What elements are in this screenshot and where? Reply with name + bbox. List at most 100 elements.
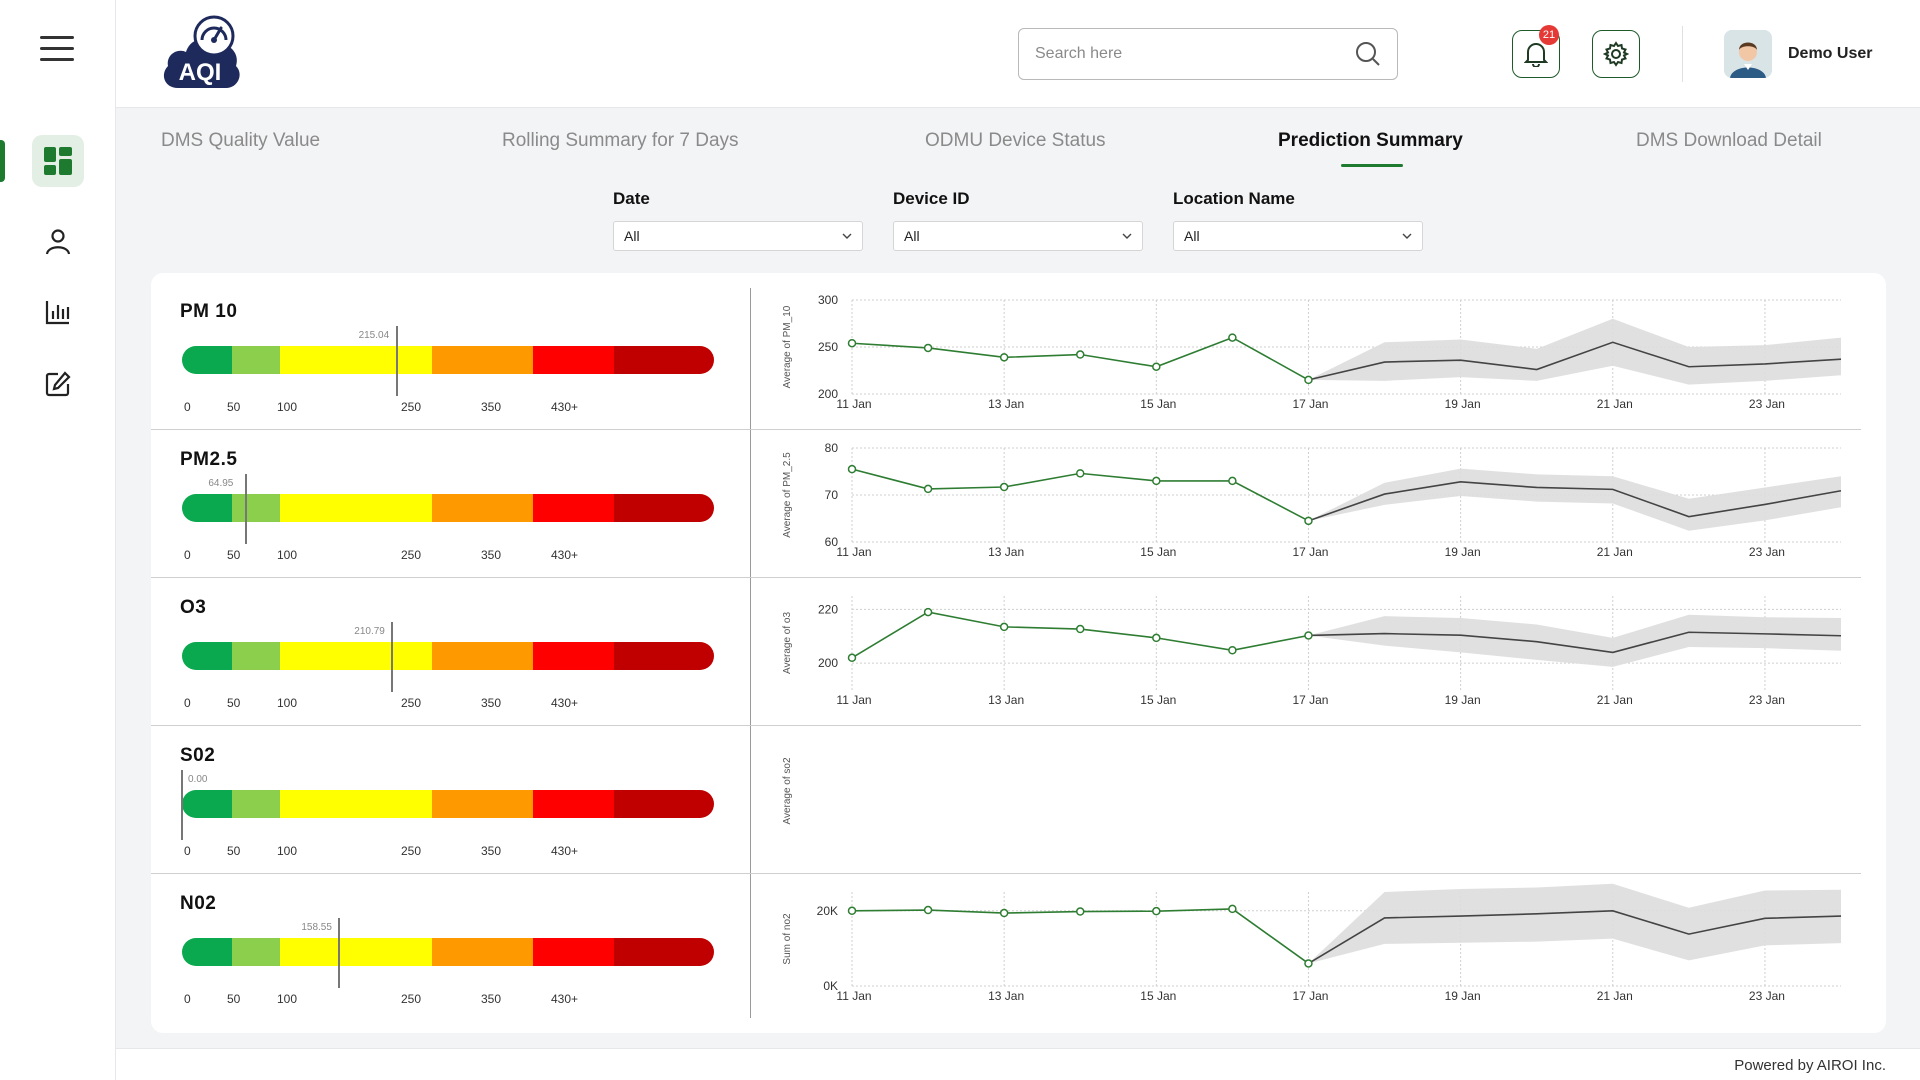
search-icon[interactable] <box>1355 41 1381 67</box>
actual-data-point <box>1152 362 1161 371</box>
gauge-segment <box>432 346 533 374</box>
x-tick-label: 17 Jan <box>1292 397 1328 411</box>
tab-rolling-summary[interactable]: Rolling Summary for 7 Days <box>502 130 739 151</box>
y-axis-title: Average of PM_2.5 <box>782 452 793 538</box>
gauge-needle <box>395 326 398 396</box>
gauge-segment <box>614 938 714 966</box>
search-input[interactable] <box>1035 45 1355 63</box>
x-tick-label: 17 Jan <box>1292 989 1328 1003</box>
gauge-tick-label: 250 <box>401 844 422 858</box>
gauge-segment <box>232 790 280 818</box>
actual-data-point <box>847 464 857 474</box>
edit-nav-button[interactable] <box>32 358 84 410</box>
y-tick-label: 200 <box>818 656 838 670</box>
date-filter-label: Date <box>613 189 650 208</box>
gauge-segment <box>182 938 232 966</box>
column-divider <box>750 288 751 1018</box>
gauge-segment <box>280 346 432 374</box>
x-tick-label: 19 Jan <box>1445 989 1481 1003</box>
actual-data-point <box>1228 476 1237 486</box>
x-tick-label: 23 Jan <box>1749 989 1785 1003</box>
search-box[interactable] <box>1018 28 1398 80</box>
gauge-segment <box>614 494 714 522</box>
aqi-logo[interactable]: AQI <box>160 14 244 90</box>
menu-icon[interactable] <box>40 36 74 64</box>
gauge-value-label: 158.55 <box>301 922 332 933</box>
prediction-line-chart: Sum of no2 11 Jan 13 Jan 15 Jan 17 Jan 19 Jan… <box>782 883 1842 1003</box>
gauge-value-label: 0.00 <box>188 774 208 785</box>
gauge-tick-label: 100 <box>277 696 298 710</box>
prediction-line-chart: Average of o3 11 Jan 13 Jan 15 Jan 17 Jan 19 … <box>782 596 1842 707</box>
notifications-button[interactable]: 21 <box>1512 25 1560 78</box>
x-tick-label: 21 Jan <box>1597 545 1633 559</box>
y-tick-label: 200 <box>818 387 838 401</box>
actual-data-point <box>999 908 1009 918</box>
tab-dms-download-detail[interactable]: DMS Download Detail <box>1636 130 1822 151</box>
gauge-tick-label: 250 <box>401 548 422 562</box>
actual-data-point <box>1152 906 1161 916</box>
date-filter-select[interactable]: All <box>613 221 863 251</box>
x-tick-label: 13 Jan <box>988 989 1024 1003</box>
actual-data-point <box>847 906 857 916</box>
gauge-tick-label: 350 <box>481 992 502 1006</box>
gauge-segment <box>232 938 280 966</box>
gauge-tick-label: 50 <box>227 696 241 710</box>
aqi-gauge-bar <box>182 938 714 966</box>
pollutant-name: S02 <box>180 745 216 766</box>
actual-data-point <box>1075 907 1085 916</box>
location-filter-select[interactable]: All <box>1173 221 1423 251</box>
gauge-segment <box>232 642 280 670</box>
device-filter-select[interactable]: All <box>893 221 1143 251</box>
pollutant-name: O3 <box>180 597 207 618</box>
edit-icon <box>45 371 71 397</box>
actual-data-point <box>1304 375 1313 385</box>
gauge-tick-label: 100 <box>277 400 298 414</box>
actual-data-point <box>999 353 1009 362</box>
forecast-confidence-band <box>1308 614 1841 667</box>
actual-data-point <box>923 905 933 915</box>
gauge-segment <box>280 494 432 522</box>
settings-button[interactable] <box>1592 30 1640 78</box>
x-tick-label: 23 Jan <box>1749 545 1785 559</box>
gauge-tick-label: 100 <box>277 992 298 1006</box>
gauge-segment <box>432 790 533 818</box>
gauge-tick-label: 250 <box>401 992 422 1006</box>
gauge-needle <box>338 918 341 988</box>
user-icon <box>45 229 71 255</box>
y-tick-label: 300 <box>818 293 838 307</box>
y-tick-label: 250 <box>818 340 838 354</box>
users-nav-button[interactable] <box>32 216 84 268</box>
svg-text:AQI: AQI <box>179 59 222 86</box>
chevron-down-icon <box>842 233 852 239</box>
row-divider <box>151 725 1861 726</box>
gauge-segment <box>533 346 614 374</box>
pollutant-name: PM 10 <box>180 301 238 322</box>
gauge-tick-label: 100 <box>277 548 298 562</box>
tab-prediction-summary[interactable]: Prediction Summary <box>1278 130 1463 151</box>
tab-dms-quality-value[interactable]: DMS Quality Value <box>161 130 321 151</box>
gauge-segment <box>232 346 280 374</box>
actual-series-line <box>851 908 1309 965</box>
x-tick-label: 23 Jan <box>1749 693 1785 707</box>
gauge-tick-label: 430+ <box>551 844 579 858</box>
reports-nav-button[interactable] <box>32 286 84 338</box>
device-filter-value: All <box>904 228 920 244</box>
x-tick-label: 11 Jan <box>836 545 871 559</box>
user-name[interactable]: Demo User <box>1788 45 1873 62</box>
x-tick-label: 13 Jan <box>988 545 1024 559</box>
user-avatar[interactable] <box>1724 30 1772 78</box>
header-divider <box>1682 26 1683 82</box>
actual-data-point <box>1152 476 1161 486</box>
gauge-tick-label: 50 <box>227 844 241 858</box>
actual-data-point <box>1304 959 1313 968</box>
gauge-tick-label: 0 <box>184 844 191 858</box>
tab-odmu-device-status[interactable]: ODMU Device Status <box>925 130 1106 151</box>
x-tick-label: 19 Jan <box>1445 545 1481 559</box>
x-tick-label: 21 Jan <box>1597 397 1633 411</box>
active-tab-underline <box>1341 164 1403 167</box>
dashboard-nav-button[interactable] <box>32 135 84 187</box>
gauge-value-label: 215.04 <box>358 330 390 341</box>
gauge-value-label: 210.79 <box>354 626 385 637</box>
y-axis-title: Average of PM_10 <box>782 305 793 388</box>
gauge-tick-label: 0 <box>184 400 191 414</box>
